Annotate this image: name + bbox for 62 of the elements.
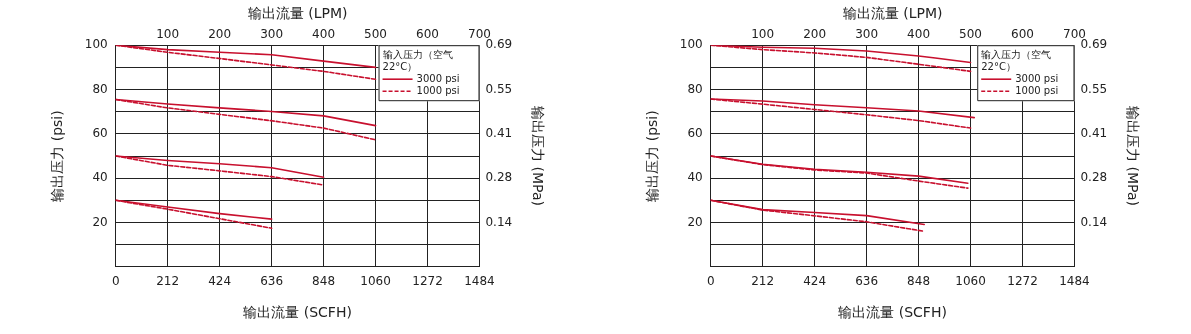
- x-tick-label: 212: [156, 274, 180, 289]
- x2-tick-label: 100: [751, 27, 775, 42]
- x-tick-label: 636: [855, 274, 879, 289]
- y2-tick-label: 0.55: [485, 81, 513, 96]
- x-tick-label: 848: [907, 274, 931, 289]
- y2-tick-label: 0.41: [485, 125, 513, 140]
- y-axis-title: 输出压力 (psi): [644, 110, 661, 202]
- y2-tick-label: 0.28: [1080, 170, 1108, 185]
- x-tick-label: 0: [111, 274, 120, 289]
- x-tick-label: 1484: [1059, 274, 1090, 289]
- x-tick-label: 1484: [464, 274, 495, 289]
- y-tick-label: 20: [92, 214, 108, 229]
- legend-label: 3000 psi: [416, 72, 460, 84]
- y2-tick-label: 0.55: [1080, 81, 1108, 96]
- y2-axis-title: 输出压力 (MPa): [1124, 106, 1141, 206]
- legend-label: 1000 psi: [1015, 84, 1059, 96]
- x-tick-label: 212: [751, 274, 775, 289]
- x-tick-label: 848: [312, 274, 336, 289]
- y2-tick-label: 0.14: [485, 214, 513, 229]
- y-tick-label: 60: [687, 125, 703, 140]
- y-tick-label: 80: [92, 81, 108, 96]
- x2-tick-label: 400: [312, 27, 336, 42]
- x-tick-label: 1060: [955, 274, 986, 289]
- y-tick-label: 100: [84, 37, 108, 52]
- x2-tick-label: 100: [156, 27, 180, 42]
- y2-tick-label: 0.14: [1080, 214, 1108, 229]
- x-axis-title: 输出流量 (SCFH): [243, 304, 352, 321]
- y-tick-label: 80: [687, 81, 703, 96]
- y-axis-title: 输出压力 (psi): [49, 110, 66, 202]
- legend-title: 输入压力（空气 22°C）: [981, 48, 1055, 72]
- y-tick-label: 100: [679, 37, 703, 52]
- x-tick-label: 636: [260, 274, 284, 289]
- legend-label: 1000 psi: [416, 84, 460, 96]
- x2-tick-label: 300: [260, 27, 284, 42]
- x-tick-label: 1060: [360, 274, 391, 289]
- x2-tick-label: 200: [803, 27, 827, 42]
- x2-tick-label: 500: [364, 27, 387, 42]
- x2-tick-label: 400: [907, 27, 931, 42]
- legend-title: 输入压力（空气 22°C）: [382, 48, 456, 72]
- x-tick-label: 424: [803, 274, 827, 289]
- y-tick-label: 20: [687, 214, 703, 229]
- x2-tick-label: 300: [855, 27, 879, 42]
- x-tick-label: 424: [208, 274, 232, 289]
- x-tick-label: 0: [706, 274, 715, 289]
- y2-tick-label: 0.69: [1080, 37, 1108, 52]
- x2-axis-title: 输出流量 (LPM): [247, 5, 348, 22]
- y-tick-label: 60: [92, 125, 108, 140]
- x-tick-label: 1272: [1007, 274, 1038, 289]
- y2-tick-label: 0.69: [485, 37, 513, 52]
- y2-tick-label: 0.41: [1080, 125, 1108, 140]
- legend-label: 3000 psi: [1015, 72, 1059, 84]
- x2-tick-label: 200: [208, 27, 232, 42]
- x-tick-label: 1272: [412, 274, 443, 289]
- x2-tick-label: 500: [959, 27, 982, 42]
- x2-tick-label: 600: [416, 27, 439, 42]
- x2-tick-label: 600: [1011, 27, 1034, 42]
- y-tick-label: 40: [92, 170, 108, 185]
- y2-axis-title: 输出压力 (MPa): [529, 106, 546, 206]
- x-axis-title: 输出流量 (SCFH): [838, 304, 947, 321]
- y2-tick-label: 0.28: [485, 170, 513, 185]
- y-tick-label: 40: [687, 170, 703, 185]
- x2-axis-title: 输出流量 (LPM): [842, 5, 943, 22]
